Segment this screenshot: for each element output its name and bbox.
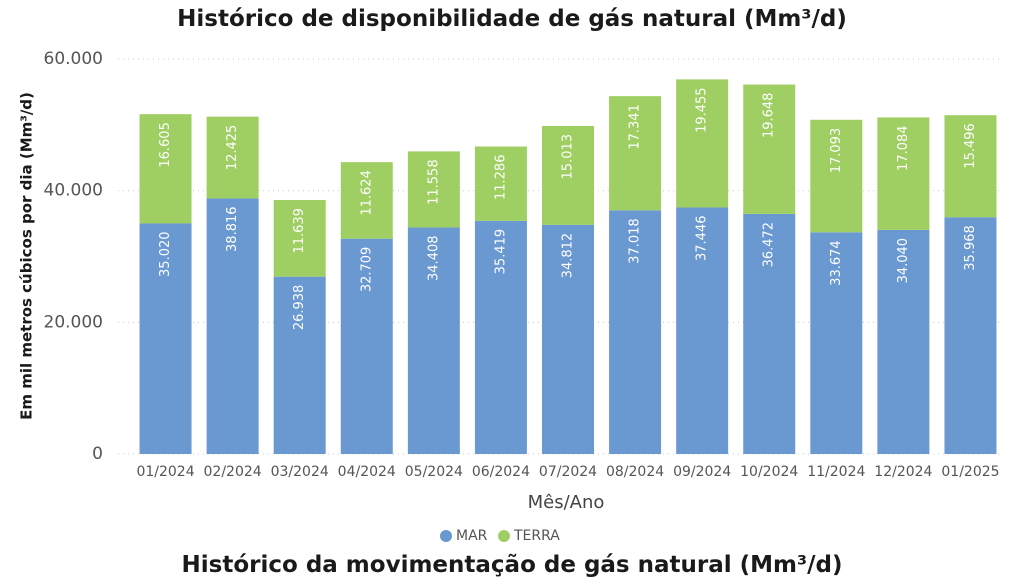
data-label: 26.938 [292,285,307,331]
x-tick-label: 01/2024 [136,464,194,480]
x-axis: 01/2024 02/2024 03/2024 04/2024 05/2024 06/20… [136,464,999,480]
data-label: 11.624 [359,170,374,216]
section-title-bottom: Histórico da movimentação de gás natural… [181,552,843,578]
bar-mar [676,207,729,454]
data-label: 11.639 [292,208,307,254]
bar-terra [743,84,796,214]
bar-terra [273,200,326,277]
data-label: 15.013 [561,134,576,180]
bar-mar [206,198,259,454]
bar-mar [877,229,930,454]
data-label: 34.812 [561,233,576,278]
legend-label: MAR [456,528,488,544]
data-label: 35.419 [493,229,508,275]
bar-mar [139,223,192,454]
x-tick-label: 05/2024 [405,464,463,480]
data-label: 36.472 [762,222,777,268]
x-tick-label: 12/2024 [874,464,932,480]
legend: MAR TERRA [440,528,560,544]
data-label: 11.558 [426,159,441,205]
data-label: 35.020 [158,231,173,277]
data-label: 17.084 [896,125,911,171]
data-label: 12.425 [225,125,240,171]
data-label: 17.341 [628,104,643,150]
bar-terra [676,79,729,208]
x-axis-label: Mês/Ano [528,492,605,513]
chart-title: Histórico de disponibilidade de gás natu… [177,6,847,32]
bar-mar [944,217,997,454]
data-label: 35.968 [963,225,978,271]
bar-mar [340,238,393,454]
x-tick-label: 11/2024 [807,464,865,480]
bar-mar [474,220,527,454]
bar-terra [810,119,863,233]
bar-mar [743,213,796,454]
data-label: 37.446 [695,215,710,261]
data-label: 34.040 [896,238,911,283]
x-tick-label: 10/2024 [740,464,798,480]
bar-terra [340,162,393,239]
x-tick-label: 09/2024 [673,464,731,480]
bars: 35.020 16.605 38.816 12.425 26.938 11.639 32.7… [139,79,997,454]
legend-marker [498,530,510,542]
bar-mar [542,224,594,454]
bar-terra [944,115,997,218]
data-label: 17.093 [829,128,844,174]
bar-terra [407,151,460,228]
bar-terra [206,116,259,199]
bar-mar [273,276,326,454]
data-label: 37.018 [628,218,643,263]
x-tick-label: 03/2024 [271,464,329,480]
data-label: 19.455 [695,87,710,133]
y-tick-label: 40.000 [44,181,103,201]
bar-mar [810,232,863,454]
x-tick-label: 04/2024 [338,464,396,480]
y-tick-label: 0 [92,444,103,464]
x-tick-label: 01/2025 [941,464,999,480]
data-label: 38.816 [225,206,240,252]
bar-terra [139,114,192,224]
legend-marker [440,530,452,542]
data-label: 33.674 [829,240,844,286]
x-tick-label: 08/2024 [606,464,664,480]
y-tick-label: 20.000 [44,312,103,332]
y-axis-label: Em mil metros cúbicos por dia (Mm³/d) [18,92,36,420]
x-tick-label: 06/2024 [472,464,530,480]
y-tick-label: 60.000 [44,49,103,69]
bar-terra [609,96,662,211]
x-tick-label: 02/2024 [204,464,262,480]
bar-terra [877,117,930,230]
bar-terra [542,125,594,225]
data-label: 16.605 [158,122,173,167]
data-label: 15.496 [963,123,978,169]
data-label: 19.648 [762,93,777,139]
bar-terra [474,146,527,221]
legend-label: TERRA [513,528,560,544]
x-tick-label: 07/2024 [539,464,597,480]
y-axis: 0 20.000 40.000 60.000 [44,49,103,464]
data-label: 11.286 [493,155,508,201]
bar-mar [609,210,662,454]
data-label: 34.408 [426,235,441,280]
data-label: 32.709 [359,247,374,293]
bar-mar [407,227,460,454]
